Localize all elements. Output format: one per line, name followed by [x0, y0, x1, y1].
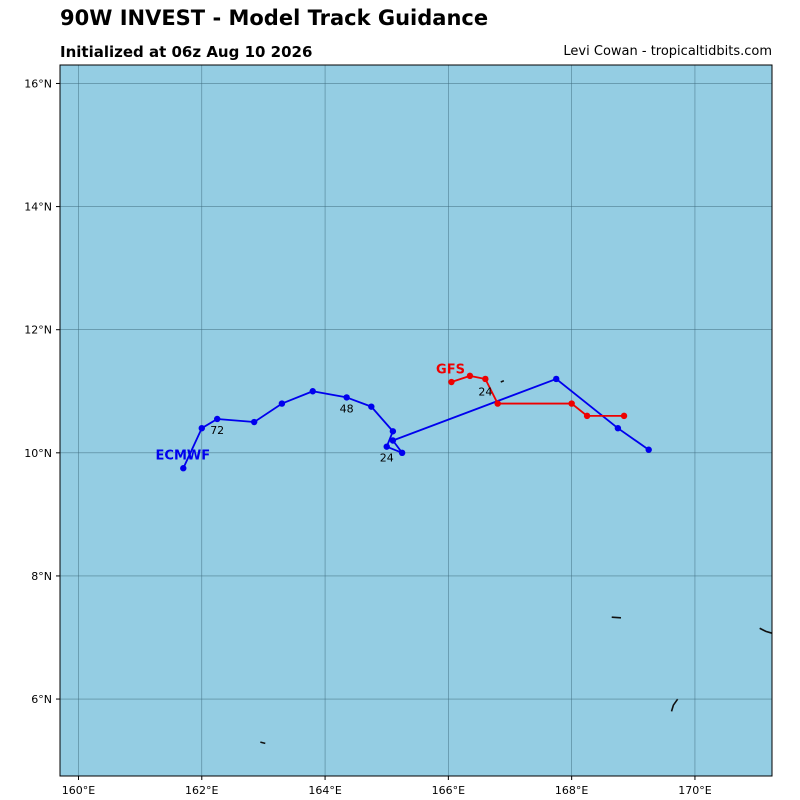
island-outline	[500, 380, 505, 383]
gfs-track-point	[482, 375, 489, 383]
ecmwf-track-point	[398, 449, 406, 457]
ecmwf-hour-label: 48	[340, 402, 354, 415]
lat-tick-label: 6°N	[31, 693, 52, 706]
chart-credit: Levi Cowan - tropicaltidbits.com	[563, 44, 772, 59]
ecmwf-model-label: ECMWF	[156, 449, 211, 464]
island-outline	[759, 627, 773, 634]
lon-tick-label: 164°E	[308, 784, 341, 797]
ecmwf-track-point	[278, 400, 286, 407]
gfs-track-point	[620, 412, 628, 420]
ecmwf-track-point	[645, 446, 652, 453]
ecmwf-track-point	[343, 394, 350, 401]
gfs-track-point	[494, 400, 501, 407]
ecmwf-hour-label: 24	[380, 452, 394, 465]
gfs-hour-label: 24	[478, 385, 492, 398]
gfs-track-point	[466, 372, 474, 380]
gfs-track-point	[583, 412, 591, 420]
lat-tick-label: 12°N	[24, 324, 52, 337]
island-outline	[611, 616, 622, 619]
gfs-track-point	[568, 400, 575, 407]
lat-tick-label: 14°N	[24, 201, 52, 214]
lon-tick-label: 160°E	[62, 784, 95, 797]
island-outline	[670, 698, 679, 712]
ecmwf-track-point	[383, 443, 390, 450]
ecmwf-track-point	[180, 465, 187, 472]
ecmwf-track-point	[213, 415, 221, 423]
chart-subtitle: Initialized at 06z Aug 10 2026	[60, 43, 313, 61]
lat-tick-label: 10°N	[24, 447, 52, 460]
lon-tick-label: 170°E	[678, 784, 711, 797]
ocean-background	[60, 65, 772, 776]
ecmwf-track-point	[368, 403, 375, 410]
ecmwf-track-point	[309, 388, 316, 395]
lon-tick-label: 162°E	[185, 784, 218, 797]
lon-tick-label: 168°E	[555, 784, 588, 797]
ecmwf-track-point	[614, 424, 622, 432]
island-outline	[260, 741, 266, 745]
chart-title: 90W INVEST - Model Track Guidance	[60, 6, 489, 30]
ecmwf-hour-label: 72	[210, 424, 224, 437]
ecmwf-track-point	[389, 437, 397, 444]
ecmwf-track-point	[198, 424, 205, 432]
map-frame	[59, 64, 773, 777]
lat-tick-label: 16°N	[24, 77, 52, 90]
gfs-model-label: GFS	[436, 362, 465, 377]
ecmwf-track-point	[553, 375, 560, 383]
ecmwf-track-point	[250, 418, 258, 426]
ecmwf-track-point	[389, 428, 397, 435]
gfs-track-point	[448, 378, 455, 386]
lat-tick-label: 8°N	[31, 570, 52, 583]
lon-tick-label: 166°E	[432, 784, 465, 797]
